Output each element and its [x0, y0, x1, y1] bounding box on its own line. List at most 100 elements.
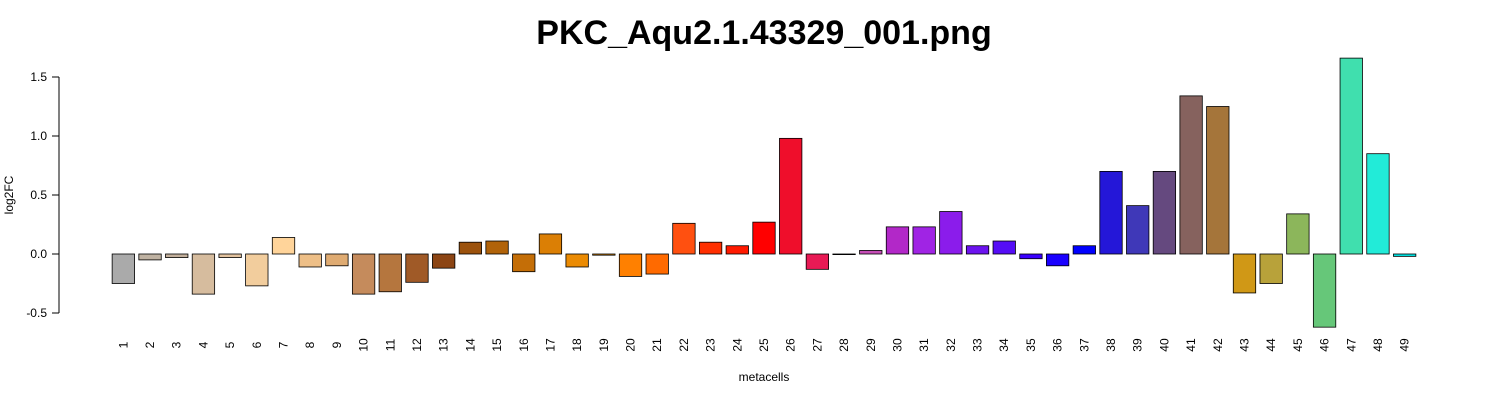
- bar-metacell-23: [699, 241, 723, 255]
- bar-metacell-7: [271, 237, 296, 255]
- bar-metacell-31: [912, 226, 936, 255]
- x-tick-label: 35: [1024, 338, 1038, 352]
- bar-metacell-8: [298, 253, 322, 268]
- x-tick-label: 10: [357, 338, 371, 352]
- x-tick-label: 41: [1184, 338, 1198, 352]
- y-tick-label: 1.0: [30, 129, 47, 143]
- bar-metacell-24: [725, 245, 749, 255]
- chart-title: PKC_Aqu2.1.43329_001.png: [536, 14, 991, 52]
- bar-metacell-4: [191, 253, 216, 295]
- x-tick-label: 24: [730, 338, 744, 352]
- bar-metacell-36: [1046, 253, 1070, 267]
- x-tick-label: 22: [677, 338, 691, 352]
- bar-metacell-26: [779, 137, 803, 255]
- bar-metacell-19: [592, 253, 616, 256]
- bar-metacell-12: [405, 253, 429, 283]
- x-tick-label: 4: [196, 341, 210, 348]
- bar-metacell-35: [1019, 253, 1043, 260]
- x-tick-label: 27: [810, 338, 824, 352]
- x-axis-label: metacells: [739, 370, 790, 384]
- x-tick-label: 9: [330, 341, 344, 348]
- bar-metacell-6: [245, 253, 269, 287]
- x-tick-label: 38: [1104, 338, 1118, 352]
- x-tick-label: 48: [1371, 338, 1385, 352]
- x-tick-label: 20: [624, 338, 638, 352]
- x-tick-label: 30: [890, 338, 904, 352]
- x-tick-label: 39: [1131, 338, 1145, 352]
- x-tick-label: 12: [410, 338, 424, 352]
- x-tick-label: 15: [490, 338, 504, 352]
- x-tick-label: 25: [757, 338, 771, 352]
- bar-metacell-28: [832, 253, 856, 256]
- x-tick-label: 6: [250, 341, 264, 348]
- bar-metacell-42: [1206, 106, 1230, 255]
- x-tick-label: 13: [437, 338, 451, 352]
- y-tick-label: 0.0: [30, 247, 47, 261]
- bar-metacell-46: [1312, 253, 1337, 328]
- x-tick-labels: 1 2 3 4 5 6 7 8 9 10 11 12 13 14 15 16 17 18 19 20 21 22 23 24 2…: [116, 338, 1411, 352]
- bar-metacell-22: [672, 222, 696, 255]
- bar-metacell-1: [111, 253, 135, 284]
- x-tick-label: 14: [463, 338, 477, 352]
- x-tick-label: 36: [1051, 338, 1065, 352]
- bar-metacell-30: [885, 226, 910, 255]
- x-tick-label: 26: [784, 338, 798, 352]
- bar-metacell-40: [1152, 170, 1177, 255]
- x-tick-label: 44: [1264, 338, 1278, 352]
- y-axis-label: log2FC: [2, 175, 16, 214]
- bar-metacell-16: [512, 253, 536, 273]
- x-tick-label: 46: [1318, 338, 1332, 352]
- bar-metacell-33: [965, 245, 990, 255]
- bar-metacell-18: [565, 253, 589, 268]
- x-tick-label: 5: [223, 341, 237, 348]
- bars: [111, 57, 1417, 328]
- x-tick-label: 23: [704, 338, 718, 352]
- x-tick-label: 2: [143, 341, 157, 348]
- x-tick-label: 28: [837, 338, 851, 352]
- bar-metacell-32: [939, 211, 963, 255]
- x-tick-label: 17: [543, 338, 557, 352]
- x-tick-label: 42: [1211, 338, 1225, 352]
- x-tick-label: 7: [277, 341, 291, 348]
- x-tick-label: 1: [116, 341, 130, 348]
- x-tick-label: 8: [303, 341, 317, 348]
- bar-metacell-29: [859, 250, 883, 255]
- bar-metacell-11: [378, 253, 402, 293]
- x-tick-label: 29: [864, 338, 878, 352]
- x-tick-label: 37: [1077, 338, 1091, 352]
- x-tick-label: 31: [917, 338, 931, 352]
- x-tick-label: 3: [170, 341, 184, 348]
- bar-metacell-3: [165, 253, 189, 258]
- bar-metacell-44: [1259, 253, 1283, 284]
- bar-metacell-39: [1126, 205, 1150, 255]
- y-tick-label: -0.5: [26, 306, 47, 320]
- bar-metacell-48: [1366, 153, 1390, 255]
- x-tick-label: 43: [1237, 338, 1251, 352]
- bar-metacell-10: [351, 253, 376, 295]
- x-tick-label: 49: [1398, 338, 1412, 352]
- x-tick-label: 19: [597, 338, 611, 352]
- bar-metacell-27: [805, 253, 829, 270]
- x-tick-label: 11: [383, 338, 397, 351]
- x-tick-label: 32: [944, 338, 958, 352]
- y-tick-label: 0.5: [30, 188, 47, 202]
- y-tick-label: 1.5: [30, 70, 47, 84]
- bar-metacell-13: [432, 253, 456, 269]
- bar-metacell-20: [618, 253, 643, 277]
- bar-metacell-5: [218, 253, 242, 258]
- y-axis: -0.5 0.0 0.5 1.0 1.5: [26, 70, 60, 320]
- bar-metacell-41: [1179, 95, 1203, 255]
- bar-metacell-47: [1339, 57, 1363, 255]
- bar-metacell-15: [485, 240, 509, 255]
- bar-metacell-14: [458, 241, 482, 255]
- bar-metacell-2: [138, 253, 162, 261]
- bar-metacell-34: [992, 240, 1016, 255]
- x-tick-label: 18: [570, 338, 584, 352]
- x-tick-label: 16: [517, 338, 531, 352]
- bar-metacell-9: [325, 253, 349, 267]
- bar-metacell-38: [1099, 170, 1123, 255]
- bar-metacell-17: [538, 233, 563, 255]
- x-tick-label: 34: [997, 338, 1011, 352]
- bar-metacell-21: [645, 253, 669, 275]
